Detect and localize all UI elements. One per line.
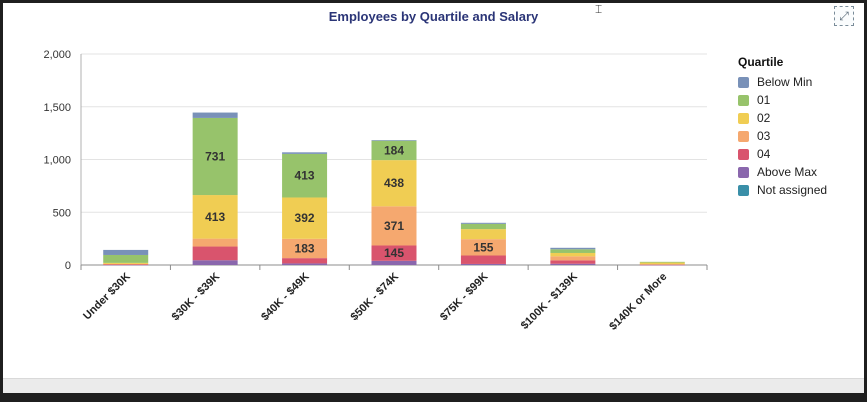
text-cursor-icon: ⌶ (595, 2, 603, 16)
legend-label: 03 (757, 129, 771, 143)
legend-swatch (738, 166, 749, 178)
bar-segment (371, 140, 417, 141)
bar-segment (103, 264, 149, 266)
bar-segment (371, 260, 417, 265)
x-tick-label: $50K - $74K (349, 271, 402, 324)
bar-segment (282, 263, 328, 265)
bar-segment (550, 263, 596, 265)
legend-item[interactable]: 04 (738, 145, 858, 163)
legend-item[interactable]: Below Min (738, 73, 858, 91)
bar-segment (460, 223, 506, 230)
x-tick-label: $100K - $139K (519, 271, 580, 332)
y-tick-label: 500 (53, 207, 71, 219)
legend-swatch (738, 148, 749, 160)
legend-item[interactable]: 01 (738, 91, 858, 109)
legend-label: 01 (757, 93, 771, 107)
bar-segment (192, 117, 238, 196)
horizontal-scroll-track[interactable] (3, 378, 864, 394)
legend: Quartile Below Min 01 02 03 04 Above Max Not a… (738, 55, 858, 199)
legend-swatch (738, 76, 749, 88)
chart-title: Employees by Quartile and Salary (328, 9, 539, 24)
bar-segment (371, 140, 417, 161)
bar-segment (639, 261, 685, 263)
bar-segment (192, 238, 238, 247)
bar-segment (282, 258, 328, 264)
data-label: 413 (295, 169, 315, 183)
bar-segment (371, 160, 417, 207)
bar-segment (460, 263, 506, 265)
data-label: 155 (473, 240, 493, 254)
y-tick-label: 1,500 (43, 102, 71, 114)
x-tick-label: $30K - $39K (170, 271, 223, 324)
legend-swatch (738, 184, 749, 196)
bar-segment (103, 264, 149, 265)
x-tick-label: Under $30K (81, 271, 133, 323)
y-tick-label: 1,000 (43, 155, 71, 167)
legend-swatch (738, 112, 749, 124)
bar-segment (192, 246, 238, 261)
data-label: 438 (384, 176, 404, 190)
bar-segment (550, 256, 596, 261)
legend-item[interactable]: 02 (738, 109, 858, 127)
legend-swatch (738, 94, 749, 106)
bar-segment (639, 264, 685, 265)
bar-segment (282, 153, 328, 198)
legend-item[interactable]: Above Max (738, 163, 858, 181)
legend-label: Not assigned (757, 183, 828, 197)
bar-segment (371, 245, 417, 261)
bar-segment (460, 255, 506, 264)
legend-label: Above Max (757, 165, 818, 179)
data-label: 371 (384, 219, 404, 233)
data-label: 413 (205, 210, 225, 224)
bar-segment (192, 260, 238, 265)
bar-segment (103, 263, 149, 265)
legend-label: 04 (757, 147, 771, 161)
bar-segment (550, 249, 596, 253)
bar-segment (103, 249, 149, 255)
window-bottom-border (0, 393, 867, 402)
bar-segment (282, 238, 328, 259)
data-label: 731 (205, 149, 225, 163)
x-tick-label: $40K - $49K (259, 271, 312, 324)
data-label: 183 (295, 241, 315, 255)
data-label: 184 (384, 143, 404, 157)
bar-segment (460, 239, 506, 256)
expand-icon[interactable]: ⤢ (834, 6, 854, 26)
bar-segment (460, 229, 506, 240)
legend-item[interactable]: 03 (738, 127, 858, 145)
bar-segment (550, 260, 596, 264)
bar-segment (460, 222, 506, 224)
bar-segment (371, 206, 417, 246)
bar-segment (282, 152, 328, 154)
bar-segment (282, 197, 328, 239)
legend-label: 02 (757, 111, 771, 125)
data-label: 392 (295, 211, 315, 225)
y-tick-label: 2,000 (43, 49, 71, 61)
bar-segment (639, 262, 685, 265)
bar-segment (550, 252, 596, 257)
y-tick-label: 0 (65, 260, 71, 272)
x-tick-label: $75K - $99K (438, 271, 491, 324)
legend-label: Below Min (757, 75, 813, 89)
legend-item[interactable]: Not assigned (738, 181, 858, 199)
legend-title: Quartile (738, 55, 784, 69)
bar-segment (639, 264, 685, 266)
x-tick-label: $140K or More (607, 271, 669, 333)
bar-segment (103, 254, 149, 263)
legend-swatch (738, 130, 749, 142)
bar-segment (103, 262, 149, 264)
bar-segment (192, 195, 238, 239)
data-label: 145 (384, 246, 404, 260)
bar-segment (550, 247, 596, 250)
bar-segment (192, 112, 238, 118)
